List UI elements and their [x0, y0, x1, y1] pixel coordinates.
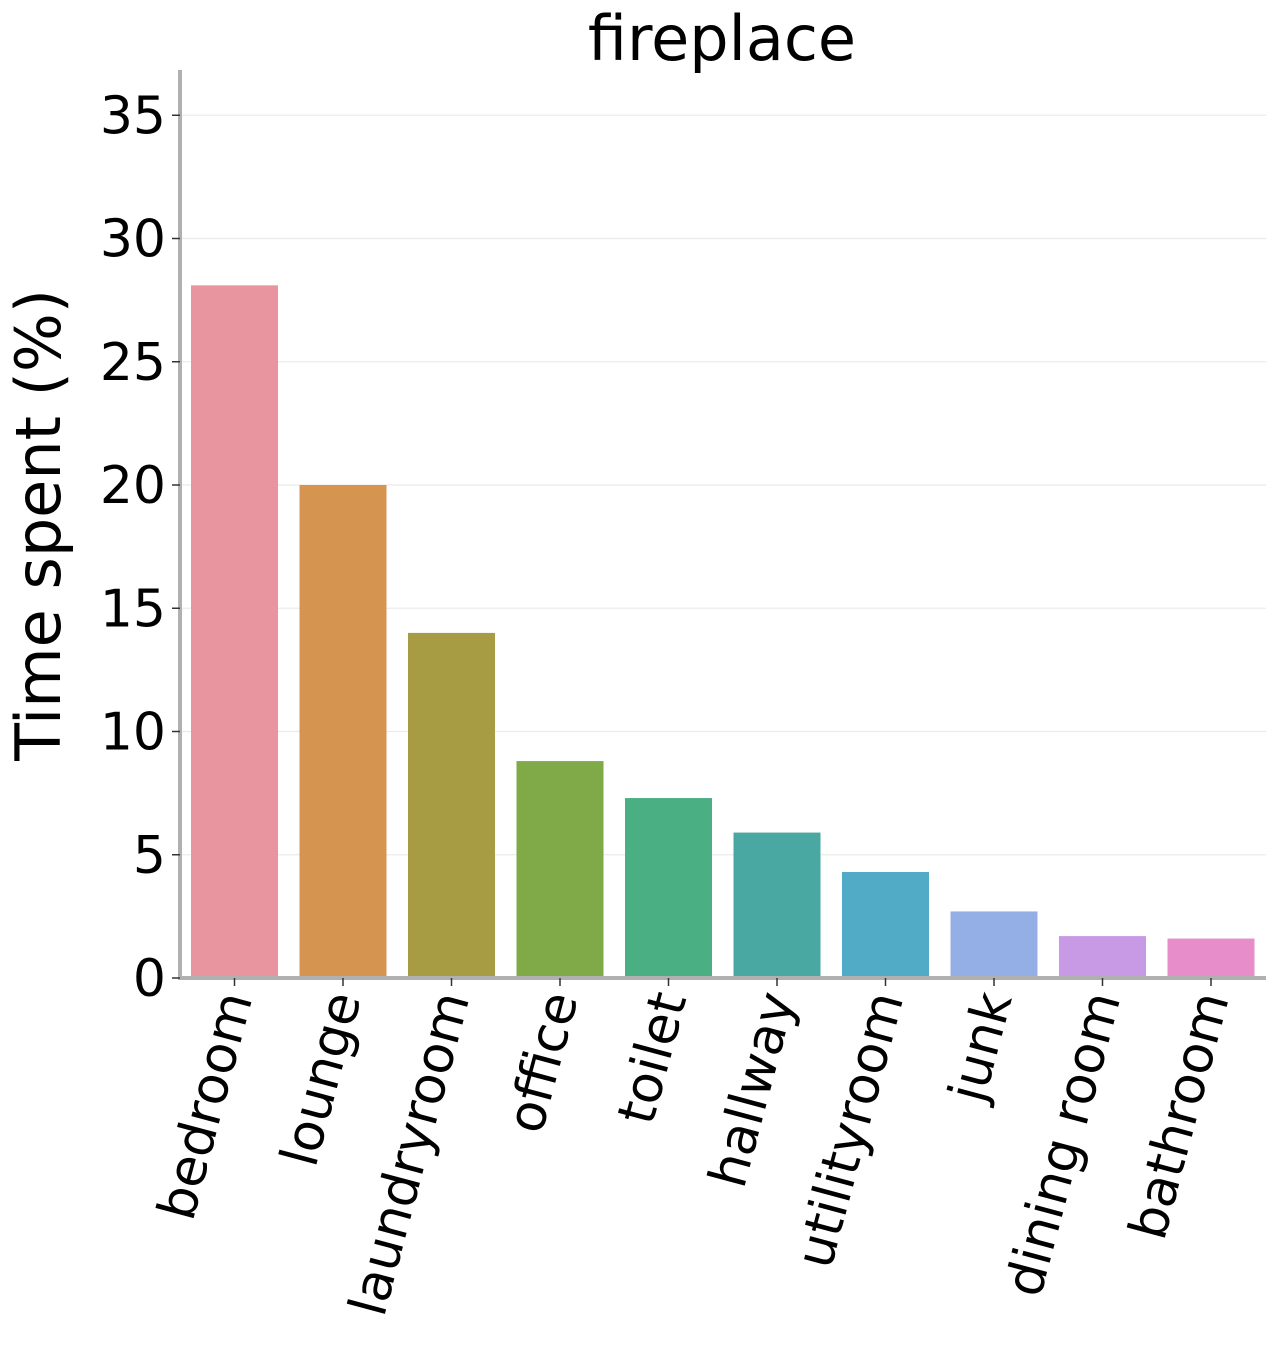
y-tick-label: 20	[100, 456, 166, 516]
bar-dining-room	[1059, 936, 1146, 978]
bar-office	[516, 761, 604, 978]
x-tick-label: utilityroom	[785, 986, 916, 1274]
x-tick-label: office	[496, 986, 591, 1139]
y-tick-label: 0	[133, 949, 166, 1009]
y-tick-label: 30	[100, 210, 166, 270]
y-tick-label: 15	[100, 579, 166, 639]
y-axis-label: Time spent (%)	[2, 289, 75, 762]
x-tick-label: junk	[938, 986, 1025, 1109]
x-tick-label: hallway	[698, 986, 807, 1194]
y-tick-label: 10	[100, 703, 166, 763]
bars	[191, 285, 1255, 979]
axes	[178, 70, 1266, 980]
y-tick-label: 25	[100, 333, 166, 393]
y-tick-label: 35	[100, 86, 166, 146]
bar-bathroom	[1167, 938, 1255, 978]
x-tick-label: bathroom	[1118, 986, 1241, 1246]
chart-title: fireplace	[588, 2, 856, 75]
bar-hallway	[733, 832, 821, 978]
x-tick-label: bedroom	[147, 986, 265, 1226]
bar-bedroom	[191, 285, 278, 979]
bar-lounge	[299, 485, 387, 978]
x-tick-label: lounge	[270, 986, 374, 1173]
x-tick-label: toilet	[607, 986, 700, 1130]
bar-laundryroom	[408, 632, 495, 978]
bar-junk	[950, 911, 1038, 978]
y-ticks: 0 5 10 15 20 25 30 35	[100, 86, 180, 1009]
bar-utilityroom	[842, 872, 929, 978]
y-tick-label: 5	[133, 826, 166, 886]
bar-toilet	[625, 798, 712, 978]
